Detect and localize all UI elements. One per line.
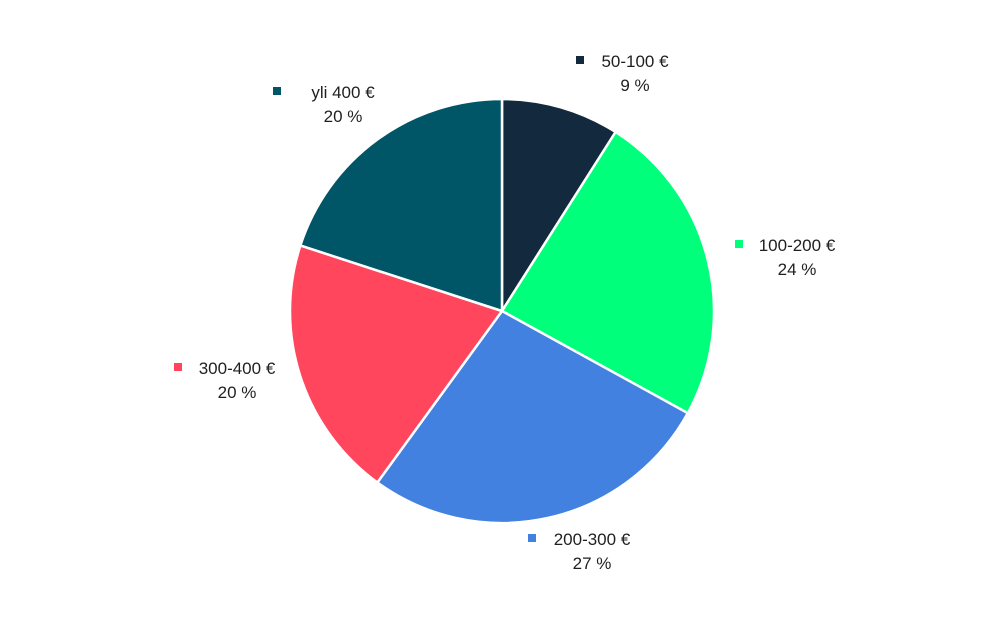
slice-label-group-2: 100-200 € 24 % (735, 236, 836, 279)
slice-label-group-1: 50-100 € 9 % (576, 52, 669, 95)
category-label-1: 50-100 € (601, 52, 669, 71)
pie-slice-2 (500, 130, 716, 415)
percent-label-3: 27 % (573, 554, 612, 573)
slice-label-group-5: yli 400 € 20 % (273, 83, 375, 126)
category-label-4: 300-400 € (199, 359, 276, 378)
pie-slices (288, 97, 716, 525)
pie-slice-3 (376, 309, 690, 525)
pie-slice-5 (299, 97, 504, 313)
percent-label-2: 24 % (778, 260, 817, 279)
legend-marker-4 (174, 363, 182, 371)
legend-marker-1 (576, 56, 584, 64)
legend-marker-3 (528, 534, 536, 542)
pie-slice-1 (500, 97, 617, 313)
category-label-3: 200-300 € (554, 530, 631, 549)
legend-marker-2 (735, 240, 743, 248)
legend-marker-5 (273, 87, 281, 95)
percent-label-4: 20 % (218, 383, 257, 402)
pie-slice-4 (288, 244, 504, 484)
pie-labels: 50-100 € 9 % 100-200 € 24 % 200-300 € 27 % 300… (174, 52, 836, 573)
category-label-5: yli 400 € (311, 83, 375, 102)
slice-label-group-3: 200-300 € 27 % (528, 530, 631, 573)
percent-label-1: 9 % (620, 76, 649, 95)
category-label-2: 100-200 € (759, 236, 836, 255)
slice-label-group-4: 300-400 € 20 % (174, 359, 276, 402)
percent-label-5: 20 % (324, 107, 363, 126)
